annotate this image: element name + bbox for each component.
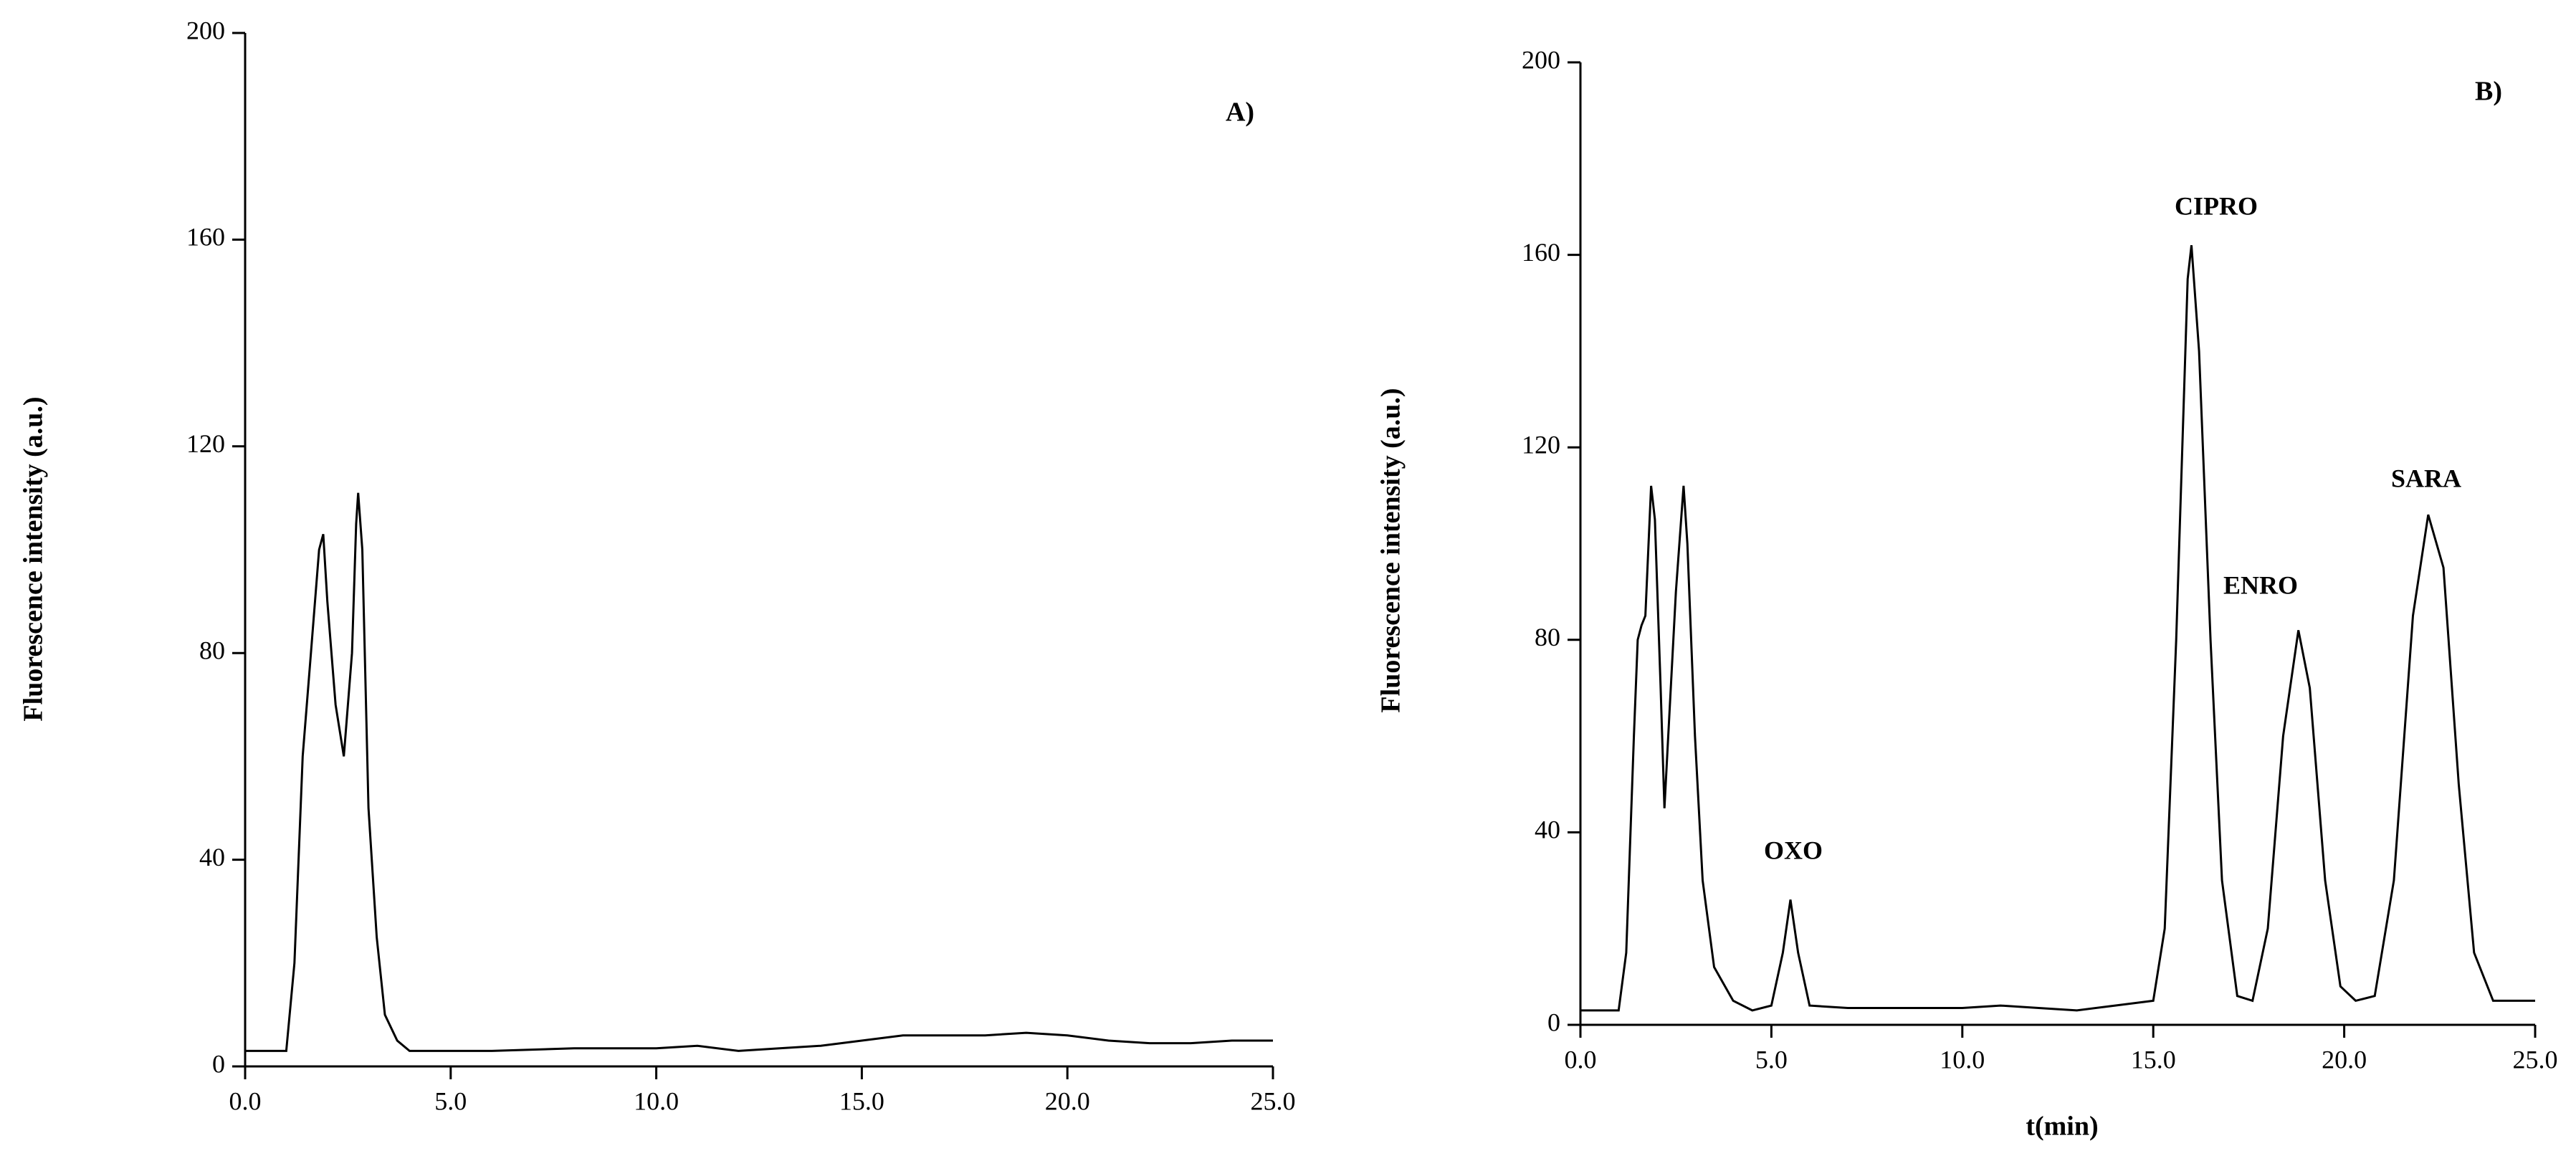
y-tick-label: 200	[186, 16, 225, 44]
x-tick-label: 20.0	[1045, 1086, 1090, 1115]
y-tick-label: 80	[1535, 623, 1560, 651]
x-tick-label: 15.0	[839, 1086, 884, 1115]
y-tick-label: 160	[1522, 238, 1560, 267]
panel-label: A)	[1226, 97, 1254, 128]
peak-label: ENRO	[2223, 570, 2298, 599]
y-tick-label: 120	[1522, 430, 1560, 459]
y-axis-label: Fluorescence intensity (a.u.)	[19, 396, 49, 721]
y-tick-label: 0	[212, 1049, 225, 1078]
x-tick-label: 10.0	[634, 1086, 679, 1115]
y-tick-label: 200	[1522, 45, 1560, 74]
chromatogram-line	[1580, 245, 2535, 1012]
x-tick-label: 5.0	[1755, 1045, 1788, 1074]
x-tick-label: 15.0	[2131, 1045, 2176, 1074]
y-tick-label: 160	[186, 223, 225, 252]
y-tick-label: 40	[199, 843, 225, 871]
y-tick-label: 120	[186, 429, 225, 458]
y-tick-label: 40	[1535, 816, 1560, 844]
y-axis-label: Fluorescence intensity (a.u.)	[1376, 388, 1406, 712]
x-tick-label: 10.0	[1940, 1045, 1985, 1074]
panel-label: B)	[2475, 77, 2502, 107]
peak-label: OXO	[1764, 836, 1823, 864]
y-tick-label: 80	[199, 636, 225, 664]
peak-label: CIPRO	[2175, 191, 2258, 220]
peak-label: SARA	[2391, 464, 2461, 492]
x-tick-label: 0.0	[229, 1086, 262, 1115]
chromatogram-line	[245, 492, 1273, 1052]
y-tick-label: 0	[1547, 1008, 1560, 1036]
x-tick-label: 5.0	[434, 1086, 467, 1115]
x-tick-label: 25.0	[2513, 1045, 2558, 1074]
x-axis-label: t(min)	[2026, 1112, 2098, 1142]
x-tick-label: 0.0	[1565, 1045, 1597, 1074]
x-tick-label: 25.0	[1251, 1086, 1296, 1115]
x-tick-label: 20.0	[2322, 1045, 2367, 1074]
